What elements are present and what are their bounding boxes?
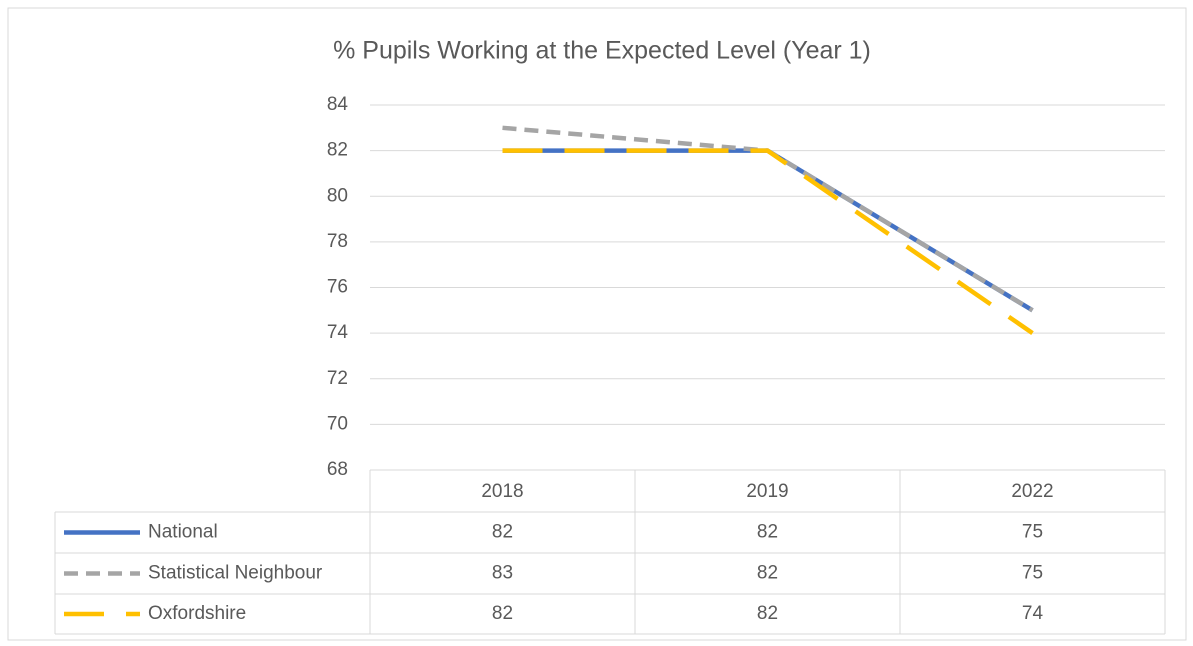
table-value: 75: [1022, 563, 1043, 584]
x-tick-label: 2018: [481, 481, 523, 502]
table-value: 82: [492, 522, 513, 543]
chart-frame: [7, 7, 1187, 641]
y-tick-label: 74: [327, 322, 349, 343]
legend-label: Statistical Neighbour: [148, 563, 323, 584]
y-tick-label: 78: [327, 231, 348, 252]
y-tick-label: 84: [327, 94, 349, 115]
table-value: 82: [757, 563, 778, 584]
table-value: 74: [1022, 603, 1044, 624]
y-tick-label: 72: [327, 368, 348, 389]
table-value: 75: [1022, 522, 1043, 543]
y-tick-label: 80: [327, 185, 348, 206]
series-line: [502, 148, 1034, 335]
legend-label: National: [148, 522, 218, 543]
y-tick-label: 70: [327, 413, 348, 434]
table-value: 82: [757, 522, 778, 543]
table-value: 82: [492, 603, 513, 624]
chart-title: % Pupils Working at the Expected Level (…: [333, 37, 871, 65]
x-tick-label: 2019: [746, 481, 788, 502]
table-value: 82: [757, 603, 778, 624]
y-tick-label: 68: [327, 459, 348, 480]
y-tick-label: 82: [327, 140, 348, 161]
legend-label: Oxfordshire: [148, 603, 246, 624]
y-tick-label: 76: [327, 277, 348, 298]
x-tick-label: 2022: [1011, 481, 1053, 502]
table-value: 83: [492, 563, 513, 584]
